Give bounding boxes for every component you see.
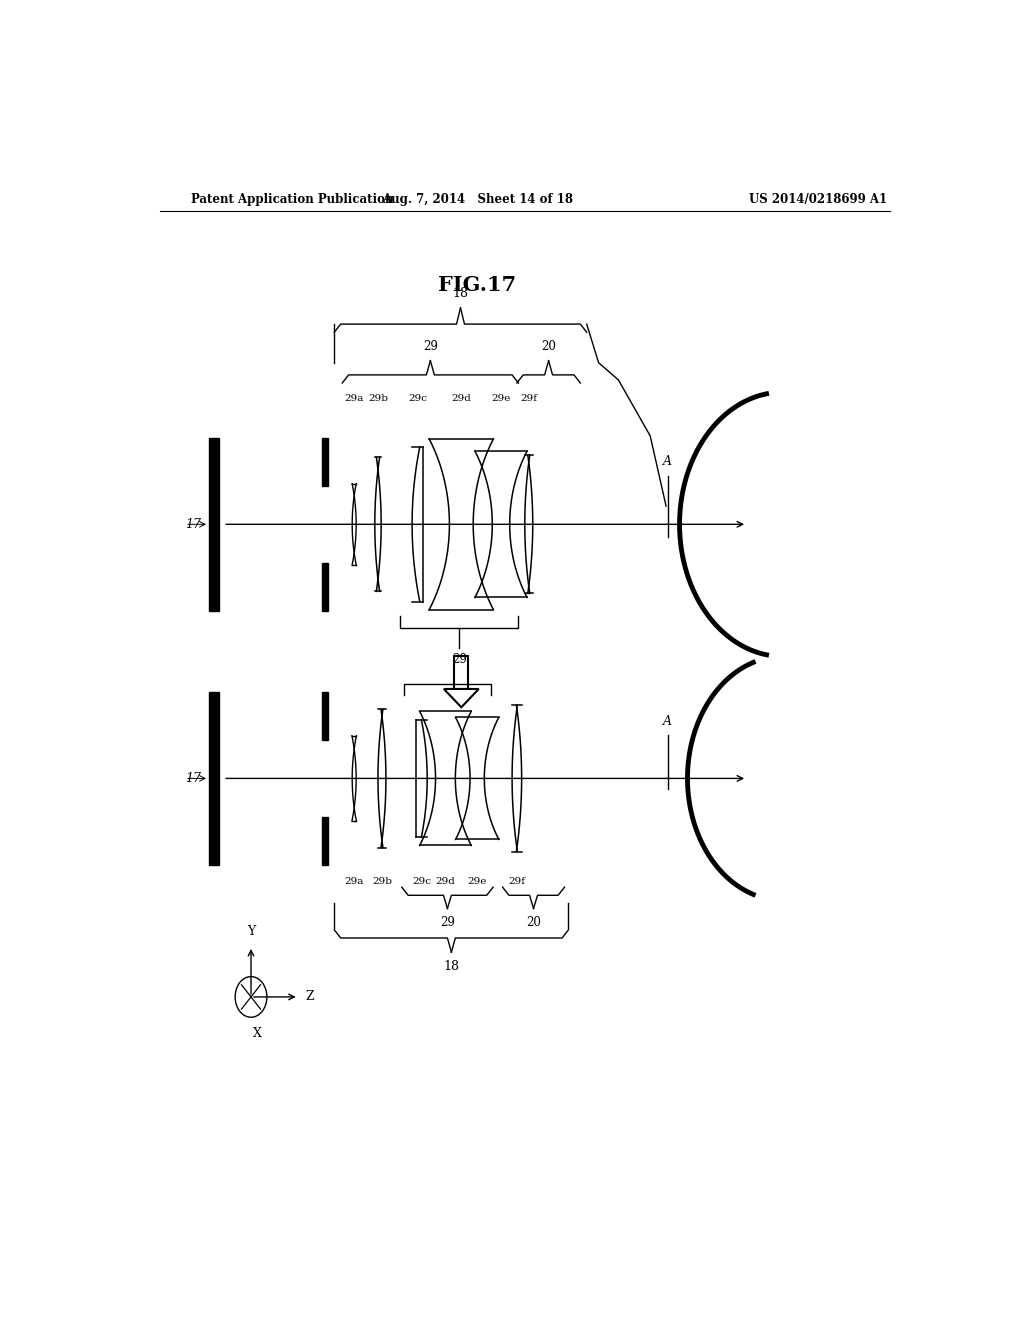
Polygon shape [323, 817, 328, 865]
Text: 29e: 29e [492, 395, 511, 404]
Text: Aug. 7, 2014   Sheet 14 of 18: Aug. 7, 2014 Sheet 14 of 18 [382, 193, 572, 206]
Text: US 2014/0218699 A1: US 2014/0218699 A1 [750, 193, 888, 206]
Text: 17: 17 [185, 517, 201, 531]
Text: Z: Z [305, 990, 313, 1003]
Polygon shape [455, 656, 468, 689]
Text: 17: 17 [185, 772, 201, 785]
Text: 18: 18 [443, 961, 460, 973]
Text: 29d: 29d [452, 395, 471, 404]
Polygon shape [323, 692, 328, 739]
Polygon shape [209, 438, 219, 611]
Text: Patent Application Publication: Patent Application Publication [191, 193, 394, 206]
Text: 29e: 29e [468, 876, 486, 886]
Text: 29a: 29a [344, 876, 364, 886]
Text: 29b: 29b [372, 876, 392, 886]
Text: 29b: 29b [368, 395, 388, 404]
Text: A: A [664, 455, 672, 469]
Text: Y: Y [247, 925, 255, 939]
Text: 29f: 29f [520, 395, 538, 404]
Text: 29d: 29d [435, 876, 456, 886]
Text: 29a: 29a [344, 395, 364, 404]
Text: A: A [664, 714, 672, 727]
Polygon shape [323, 562, 328, 611]
Polygon shape [323, 438, 328, 486]
Text: 29f: 29f [508, 876, 525, 886]
Text: 18: 18 [453, 286, 469, 300]
Text: 29: 29 [452, 653, 467, 667]
Text: 29c: 29c [409, 395, 427, 404]
Text: 20: 20 [526, 916, 541, 928]
Text: 29: 29 [423, 339, 438, 352]
Text: X: X [253, 1027, 262, 1040]
Text: 29: 29 [440, 916, 455, 928]
Polygon shape [443, 689, 479, 708]
Text: FIG.17: FIG.17 [438, 276, 516, 296]
Text: 29c: 29c [412, 876, 431, 886]
Text: 20: 20 [541, 339, 556, 352]
Polygon shape [209, 692, 219, 865]
